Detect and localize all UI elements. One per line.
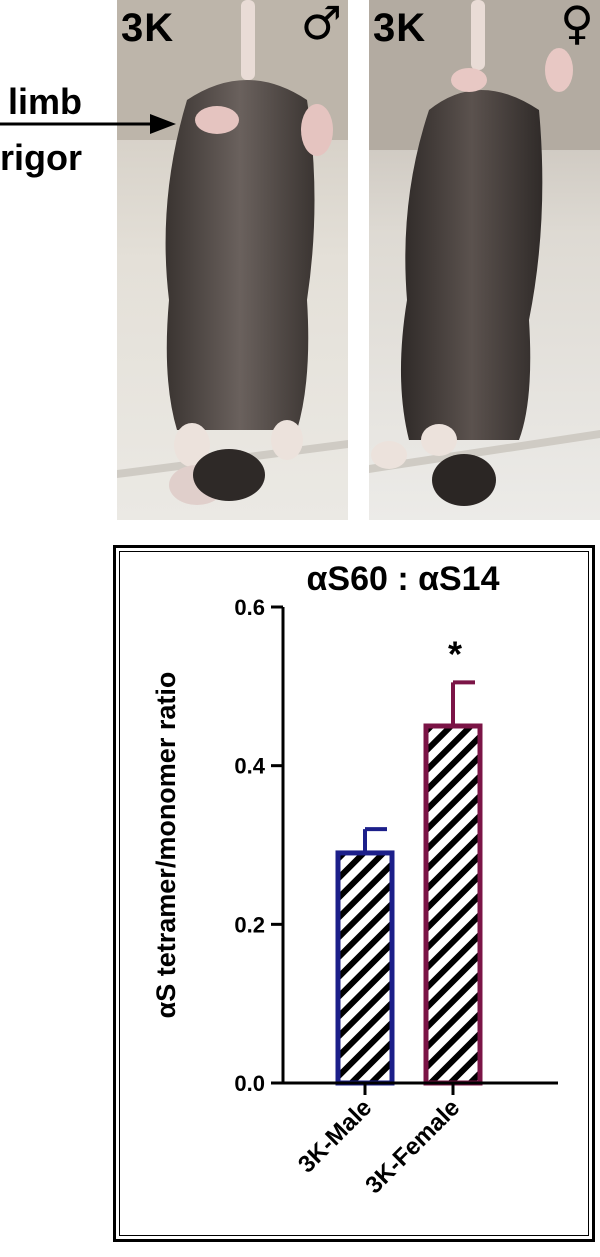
- annotation-arrow-icon: [0, 114, 176, 134]
- photo-label-female: 3K: [373, 6, 427, 50]
- bars: *: [335, 633, 483, 1086]
- bar-female: [423, 723, 483, 1086]
- annotation-limb: limb: [8, 81, 83, 122]
- photo-mouse-female: 3K ♀: [369, 0, 600, 520]
- annotation-rigor: rigor: [0, 137, 83, 178]
- y-axis: 0.0 0.2 0.4 0.6: [234, 595, 285, 1096]
- y-axis-label: αS tetramer/monomer ratio: [151, 672, 181, 1019]
- bar-chart: αS60 : αS14 αS tetramer/monomer ratio 0.…: [151, 560, 558, 1199]
- y-tick-label: 0.0: [234, 1071, 265, 1096]
- y-tick-label: 0.6: [234, 595, 265, 620]
- mouse-male-image: [117, 0, 348, 520]
- x-category-label: 3K-Female: [360, 1094, 465, 1199]
- y-tick-label: 0.4: [234, 754, 265, 779]
- y-tick-label: 0.2: [234, 912, 265, 937]
- chart-frame: [113, 545, 595, 1242]
- female-symbol-icon: ♀: [560, 0, 594, 50]
- significance-marker: *: [448, 633, 462, 674]
- bar-male: [335, 850, 395, 1086]
- x-category-label: 3K-Male: [293, 1094, 377, 1178]
- photo-mouse-male: 3K ♂: [117, 0, 348, 520]
- male-symbol-icon: ♂: [300, 0, 342, 50]
- mouse-female-image: [369, 0, 600, 520]
- photo-label-male: 3K: [121, 6, 175, 50]
- chart-title: αS60 : αS14: [306, 560, 499, 598]
